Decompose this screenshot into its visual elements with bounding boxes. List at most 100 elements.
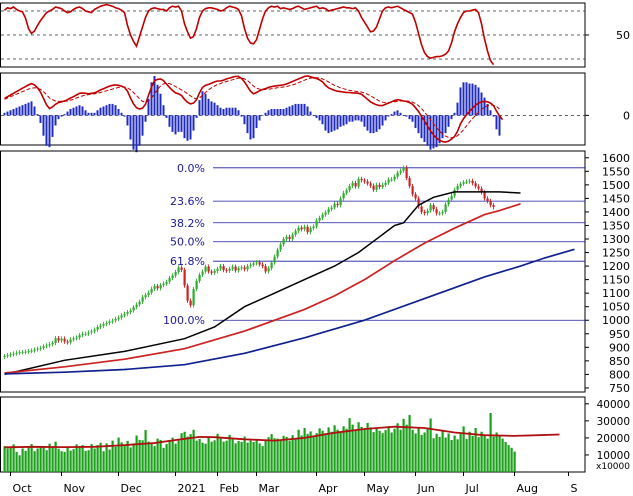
candle-up bbox=[468, 180, 471, 182]
candle-up bbox=[99, 325, 102, 328]
volume-bar bbox=[87, 450, 90, 472]
candle-down bbox=[180, 267, 183, 270]
macd-histogram-bar bbox=[198, 100, 201, 116]
volume-bar bbox=[276, 438, 279, 472]
macd-histogram-bar bbox=[414, 115, 417, 129]
volume-bar bbox=[417, 427, 420, 472]
macd-histogram-bar bbox=[303, 103, 306, 116]
volume-bar bbox=[171, 437, 174, 472]
candle-up bbox=[357, 178, 360, 187]
volume-bar bbox=[291, 435, 294, 472]
macd-panel: 0 bbox=[0, 72, 630, 153]
candle-up bbox=[48, 344, 51, 346]
volume-bar bbox=[240, 442, 243, 472]
volume-bar bbox=[72, 449, 75, 472]
volume-bar bbox=[462, 426, 465, 472]
candle-up bbox=[72, 338, 75, 340]
macd-histogram-bar bbox=[345, 115, 348, 125]
candle-down bbox=[372, 185, 375, 190]
volume-bar bbox=[342, 426, 345, 472]
candle-up bbox=[126, 312, 129, 314]
volume-bar bbox=[441, 429, 444, 472]
volume-ma-line bbox=[4, 425, 560, 449]
macd-histogram-bar bbox=[405, 115, 408, 117]
macd-histogram-bar bbox=[144, 115, 147, 122]
candle-up bbox=[132, 307, 135, 311]
macd-histogram-bar bbox=[123, 115, 126, 117]
macd-histogram-bar bbox=[258, 115, 261, 121]
macd-histogram-bar bbox=[297, 103, 300, 116]
macd-histogram-bar bbox=[381, 115, 384, 126]
macd-histogram-bar bbox=[111, 103, 114, 116]
macd-histogram-bar bbox=[336, 115, 339, 130]
macd-histogram-bar bbox=[354, 115, 357, 121]
volume-bar bbox=[306, 433, 309, 472]
macd-histogram-bar bbox=[477, 87, 480, 116]
macd-histogram-bar bbox=[90, 112, 93, 116]
candle-up bbox=[252, 263, 255, 265]
macd-histogram-bar bbox=[360, 115, 363, 122]
candle-up bbox=[201, 271, 204, 275]
macd-histogram-bar bbox=[357, 115, 360, 121]
macd-histogram-bar bbox=[225, 107, 228, 116]
macd-histogram-bar bbox=[219, 107, 222, 116]
candle-down bbox=[363, 180, 366, 182]
price-y-tick-label: 1000 bbox=[602, 314, 630, 327]
volume-bar bbox=[216, 433, 219, 472]
volume-bar bbox=[129, 447, 132, 472]
volume-bar bbox=[177, 440, 180, 472]
candle-up bbox=[318, 217, 321, 221]
price-panel: 0.0% 23.6% 38.2% 50.0% 61.8% 100.0% 1600155015… bbox=[0, 150, 630, 395]
volume-bar bbox=[192, 429, 195, 472]
macd-histogram-bar bbox=[84, 110, 87, 116]
volume-bar bbox=[471, 435, 474, 472]
x-tick-label: Oct bbox=[13, 482, 33, 495]
macd-histogram-bar bbox=[96, 110, 99, 116]
volume-bar bbox=[207, 437, 210, 472]
volume-bar bbox=[378, 430, 381, 472]
candle-up bbox=[231, 266, 234, 269]
candle-up bbox=[246, 266, 249, 270]
volume-bar bbox=[180, 433, 183, 472]
macd-histogram-bar bbox=[291, 105, 294, 116]
macd-histogram-bar bbox=[444, 115, 447, 134]
macd-histogram-bar bbox=[309, 111, 312, 116]
macd-histogram-bar bbox=[483, 97, 486, 116]
macd-histogram-bar bbox=[243, 115, 246, 125]
macd-histogram-bar bbox=[129, 115, 132, 140]
macd-histogram-bar bbox=[366, 115, 369, 131]
macd-histogram-bar bbox=[207, 98, 210, 116]
volume-bar bbox=[45, 450, 48, 472]
macd-histogram-bar bbox=[285, 107, 288, 116]
candle-up bbox=[324, 212, 327, 215]
volume-bar bbox=[3, 446, 6, 472]
x-tick-label: Feb bbox=[220, 482, 239, 495]
volume-bar bbox=[33, 451, 36, 472]
macd-histogram-bar bbox=[210, 101, 213, 116]
candle-up bbox=[294, 230, 297, 235]
volume-bar bbox=[81, 445, 84, 472]
macd-histogram-bar bbox=[306, 106, 309, 116]
macd-histogram-bar bbox=[456, 102, 459, 116]
volume-bar bbox=[48, 443, 51, 472]
price-y-tick-label: 800 bbox=[609, 368, 630, 381]
volume-y-tick-label: 20000 bbox=[597, 433, 630, 445]
volume-bar bbox=[513, 451, 516, 472]
volume-bar bbox=[144, 430, 147, 472]
candle-up bbox=[297, 227, 300, 231]
candle-up bbox=[24, 351, 27, 353]
volume-bar bbox=[114, 446, 117, 472]
macd-histogram-bar bbox=[492, 115, 495, 117]
macd-histogram-bar bbox=[192, 115, 195, 131]
macd-histogram-bar bbox=[459, 87, 462, 116]
candle-up bbox=[177, 267, 180, 273]
volume-bar bbox=[102, 451, 105, 472]
volume-bar bbox=[465, 438, 468, 472]
volume-bar bbox=[429, 418, 432, 472]
macd-histogram-bar bbox=[408, 115, 411, 120]
candle-up bbox=[192, 289, 195, 306]
x-tick-label: Dec bbox=[121, 482, 142, 495]
fib-level-label: 61.8% bbox=[170, 255, 205, 268]
macd-histogram-bar bbox=[318, 115, 321, 121]
volume-bar bbox=[30, 444, 33, 472]
